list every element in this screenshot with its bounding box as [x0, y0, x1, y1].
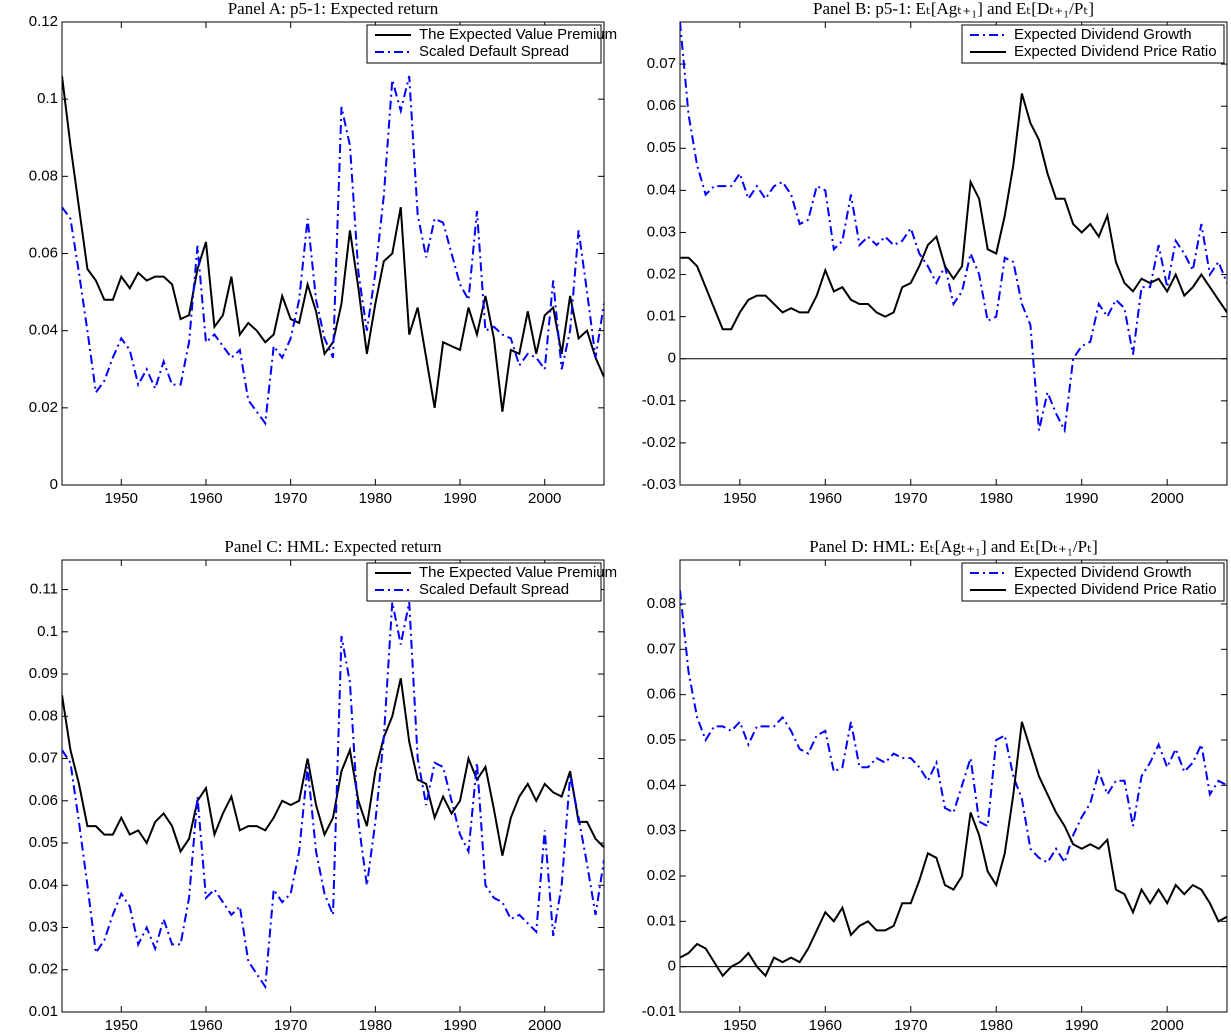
- series-line: [62, 602, 604, 990]
- y-tick-label: 0.08: [29, 167, 58, 184]
- y-tick-label: 0.08: [29, 707, 58, 724]
- plot-frame: [61, 21, 605, 486]
- series-line: [680, 22, 1227, 434]
- y-tick-label: 0.01: [29, 1003, 58, 1020]
- y-tick-label: 0.03: [29, 918, 58, 935]
- x-tick-label: 1950: [723, 1017, 756, 1034]
- panel-title: Panel D: HML: Eₜ[Agₜ₊₁] and Eₜ[Dₜ₊₁/Pₜ]: [809, 537, 1098, 556]
- y-tick-label: 0.12: [29, 13, 58, 30]
- legend-label: Scaled Default Spread: [419, 581, 569, 598]
- y-tick-label: 0.06: [29, 244, 58, 261]
- x-tick-label: 1950: [723, 490, 756, 507]
- y-tick-label: 0.04: [29, 876, 58, 893]
- x-tick-label: 1990: [443, 490, 476, 507]
- x-tick-label: 1960: [809, 490, 842, 507]
- y-tick-label: 0.02: [29, 399, 58, 416]
- y-tick-label: 0.02: [647, 867, 676, 884]
- panel-title: Panel C: HML: Expected return: [224, 537, 442, 556]
- y-tick-label: 0.06: [647, 97, 676, 114]
- y-tick-label: 0: [668, 350, 676, 367]
- y-tick-label: 0.1: [37, 90, 58, 107]
- x-tick-label: 1980: [980, 490, 1013, 507]
- y-tick-label: 0.04: [647, 181, 676, 198]
- x-tick-label: 1970: [894, 1017, 927, 1034]
- y-tick-label: 0.03: [647, 223, 676, 240]
- x-tick-label: 1960: [809, 1017, 842, 1034]
- x-tick-label: 1980: [359, 490, 392, 507]
- plot-frame: [61, 559, 605, 1013]
- y-tick-label: 0.08: [647, 595, 676, 612]
- legend-label: Scaled Default Spread: [419, 43, 569, 60]
- series-line: [62, 75, 604, 426]
- y-tick-label: 0.01: [647, 308, 676, 325]
- legend-label: Expected Dividend Growth: [1014, 26, 1192, 43]
- legend-box: [961, 24, 1225, 64]
- legend-box: [961, 562, 1225, 602]
- y-tick-label: 0: [668, 958, 676, 975]
- y-tick-label: 0.07: [29, 750, 58, 767]
- y-tick-label: 0.06: [647, 686, 676, 703]
- y-tick-label: 0.02: [29, 961, 58, 978]
- series-line: [680, 93, 1227, 331]
- y-tick-label: 0.1: [37, 623, 58, 640]
- x-tick-label: 2000: [1150, 490, 1183, 507]
- y-tick-label: -0.01: [642, 392, 676, 409]
- y-tick-label: 0.01: [647, 912, 676, 929]
- x-tick-label: 2000: [528, 490, 561, 507]
- y-tick-label: 0.04: [29, 322, 58, 339]
- x-tick-label: 1990: [1065, 1017, 1098, 1034]
- y-tick-label: 0.03: [647, 822, 676, 839]
- legend-label: The Expected Value Premium: [419, 564, 617, 581]
- x-tick-label: 1990: [1065, 490, 1098, 507]
- series-line: [62, 678, 604, 856]
- x-tick-label: 1960: [189, 1017, 222, 1034]
- x-tick-label: 1970: [274, 490, 307, 507]
- x-tick-label: 1970: [274, 1017, 307, 1034]
- y-tick-label: 0.04: [647, 776, 676, 793]
- panel-title: Panel A: p5-1: Expected return: [228, 0, 439, 18]
- panel: Panel C: HML: Expected return 1950 1960 197…: [29, 537, 617, 1034]
- y-tick-label: 0.05: [29, 834, 58, 851]
- series-line: [680, 721, 1227, 978]
- x-tick-label: 1980: [980, 1017, 1013, 1034]
- x-tick-label: 1950: [105, 1017, 138, 1034]
- y-tick-label: 0.09: [29, 665, 58, 682]
- y-tick-label: 0.05: [647, 139, 676, 156]
- y-tick-label: -0.02: [642, 434, 676, 451]
- y-tick-label: 0.11: [30, 581, 58, 598]
- x-tick-label: 1960: [189, 490, 222, 507]
- plot-frame: [679, 21, 1228, 486]
- legend-label: The Expected Value Premium: [419, 26, 617, 43]
- y-tick-label: 0.02: [647, 266, 676, 283]
- legend-label: Expected Dividend Price Ratio: [1014, 581, 1217, 598]
- panel: Panel B: p5-1: Eₜ[Agₜ₊₁] and Eₜ[Dₜ₊₁/Pₜ]…: [642, 0, 1228, 507]
- legend-label: Expected Dividend Growth: [1014, 564, 1192, 581]
- y-tick-label: -0.01: [642, 1003, 676, 1020]
- legend-label: Expected Dividend Price Ratio: [1014, 43, 1217, 60]
- x-tick-label: 1990: [443, 1017, 476, 1034]
- x-tick-label: 1970: [894, 490, 927, 507]
- y-tick-label: 0.07: [647, 55, 676, 72]
- y-tick-label: 0.05: [647, 731, 676, 748]
- plot-frame: [679, 559, 1228, 1013]
- x-tick-label: 1950: [105, 490, 138, 507]
- x-tick-label: 2000: [1150, 1017, 1183, 1034]
- y-tick-label: 0: [50, 476, 58, 493]
- legend-box: [366, 562, 602, 602]
- y-tick-label: 0.06: [29, 792, 58, 809]
- panel: Panel A: p5-1: Expected return 1950 1960 19…: [29, 0, 617, 507]
- y-tick-label: -0.03: [642, 476, 676, 493]
- x-tick-label: 2000: [528, 1017, 561, 1034]
- x-tick-label: 1980: [359, 1017, 392, 1034]
- legend-box: [366, 24, 602, 64]
- panel-title: Panel B: p5-1: Eₜ[Agₜ₊₁] and Eₜ[Dₜ₊₁/Pₜ]: [813, 0, 1094, 18]
- y-tick-label: 0.07: [647, 640, 676, 657]
- panel: Panel D: HML: Eₜ[Agₜ₊₁] and Eₜ[Dₜ₊₁/Pₜ] 1…: [642, 537, 1228, 1034]
